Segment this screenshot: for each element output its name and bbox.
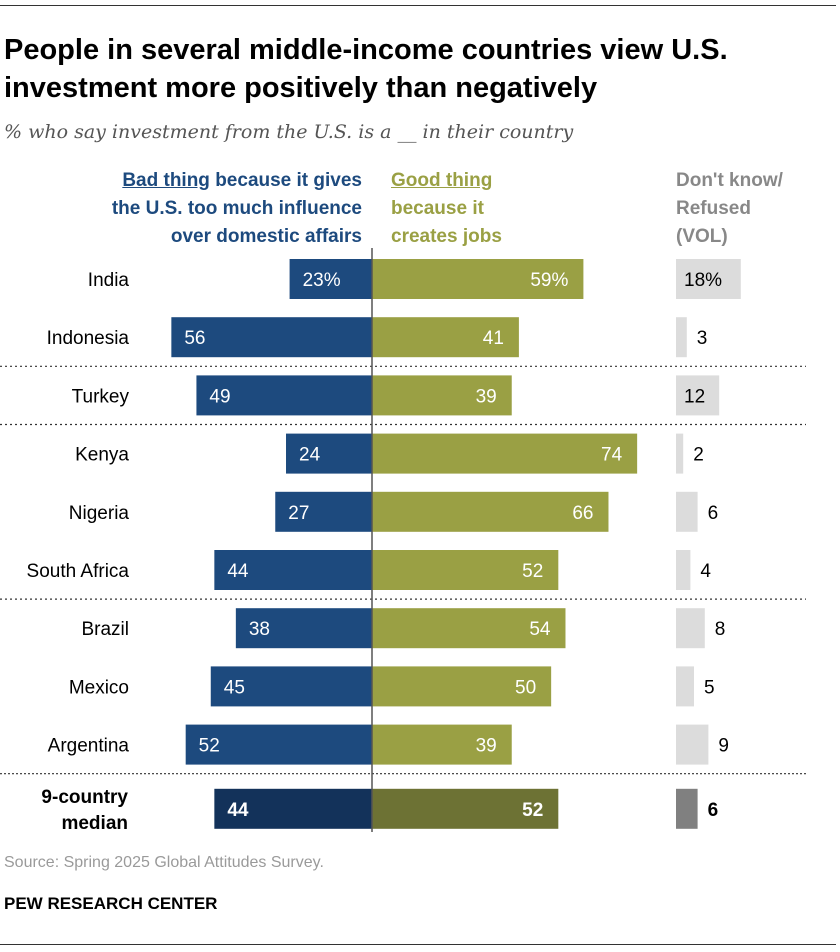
dk-value-indonesia: 3 [697, 328, 708, 349]
good-value-turkey: 39 [476, 386, 497, 407]
bad-header: Bad thing because it gives the U.S. too … [112, 167, 362, 251]
bad-value-south-africa: 44 [227, 561, 249, 582]
category-label-indonesia: Indonesia [47, 328, 130, 349]
bad-bar-argentina [185, 724, 372, 765]
bad-bar-nigeria [275, 491, 372, 532]
good-value-mexico: 50 [515, 677, 536, 698]
bad-header-emphasis: Bad thing [122, 170, 210, 191]
dk-bar-mexico [676, 666, 694, 707]
chart-subtitle: % who say investment from the U.S. is a … [4, 121, 574, 143]
dk-value-mexico: 5 [704, 677, 715, 698]
good-bar-nigeria [372, 491, 609, 532]
category-label-mexico: Mexico [69, 677, 129, 698]
good-bar-mexico [372, 666, 552, 707]
dk-value-india: 18% [684, 270, 722, 291]
bad-bar-kenya [286, 433, 372, 474]
bad-value-india: 23% [303, 270, 341, 291]
dk-bar-brazil [676, 608, 705, 649]
good-bar-9-country-median [372, 788, 559, 829]
bad-header-rest: because it gives the U.S. too much influ… [111, 170, 362, 247]
dk-bar-turkey [676, 375, 720, 416]
category-label-turkey: Turkey [72, 386, 130, 407]
dk-value-south-africa: 4 [700, 561, 711, 582]
dk-value-nigeria: 6 [708, 503, 719, 524]
category-label-argentina: Argentina [48, 736, 130, 757]
source-note: Source: Spring 2025 Global Attitudes Sur… [4, 854, 324, 871]
category-label-india: India [88, 270, 130, 291]
category-label-9-country-median-line1: 9-country [41, 787, 128, 808]
bad-bar-india [289, 259, 372, 299]
good-value-india: 59% [530, 270, 568, 291]
top-rule [0, 5, 836, 6]
good-bar-south-africa [372, 550, 559, 590]
bad-bar-brazil [235, 608, 372, 649]
bad-value-9-country-median: 44 [227, 800, 249, 821]
bad-bar-9-country-median [214, 788, 372, 829]
bottom-rule [0, 944, 836, 945]
dk-bar-indonesia [676, 317, 687, 358]
good-value-kenya: 74 [601, 445, 623, 466]
dk-value-brazil: 8 [715, 619, 726, 640]
dk-bar-india [676, 259, 741, 299]
category-label-nigeria: Nigeria [69, 503, 130, 524]
good-header-rest: because it creates jobs [391, 198, 502, 247]
bad-value-indonesia: 56 [184, 328, 205, 349]
bad-bar-south-africa [214, 550, 372, 590]
bad-bar-turkey [196, 375, 372, 416]
good-bar-argentina [372, 724, 512, 765]
category-label-kenya: Kenya [75, 445, 129, 466]
good-value-brazil: 54 [529, 619, 551, 640]
good-bar-indonesia [372, 317, 519, 358]
dk-bar-south-africa [676, 550, 691, 590]
bad-value-mexico: 45 [224, 677, 245, 698]
good-bar-turkey [372, 375, 512, 416]
bad-value-turkey: 49 [209, 386, 230, 407]
dk-header: Don't know/ Refused (VOL) [676, 170, 783, 247]
bad-value-argentina: 52 [199, 736, 220, 757]
good-value-nigeria: 66 [572, 503, 593, 524]
dk-bar-nigeria [676, 491, 698, 532]
category-label-brazil: Brazil [81, 619, 129, 640]
bad-value-brazil: 38 [249, 619, 270, 640]
chart-title: People in several middle-income countrie… [4, 34, 728, 104]
dk-bar-kenya [676, 433, 684, 474]
dk-value-9-country-median: 6 [708, 800, 719, 821]
good-header: Good thing because it creates jobs [391, 167, 502, 251]
good-value-indonesia: 41 [483, 328, 504, 349]
bad-bar-mexico [210, 666, 372, 707]
good-bar-brazil [372, 608, 566, 649]
dk-value-kenya: 2 [693, 445, 704, 466]
dk-bar-9-country-median [676, 788, 698, 829]
bad-bar-indonesia [171, 317, 372, 358]
bad-value-nigeria: 27 [288, 503, 309, 524]
dk-value-argentina: 9 [718, 736, 729, 757]
org-name: PEW RESEARCH CENTER [4, 894, 218, 913]
good-header-emphasis: Good thing [391, 170, 493, 191]
bad-value-kenya: 24 [299, 445, 321, 466]
dk-value-turkey: 12 [684, 386, 705, 407]
category-label-9-country-median-line2: median [61, 813, 128, 834]
good-value-9-country-median: 52 [522, 800, 543, 821]
good-bar-kenya [372, 433, 638, 474]
category-label-south-africa: South Africa [27, 561, 130, 582]
good-bar-india [372, 259, 584, 299]
good-value-south-africa: 52 [522, 561, 543, 582]
dk-bar-argentina [676, 724, 709, 765]
good-value-argentina: 39 [476, 736, 497, 757]
